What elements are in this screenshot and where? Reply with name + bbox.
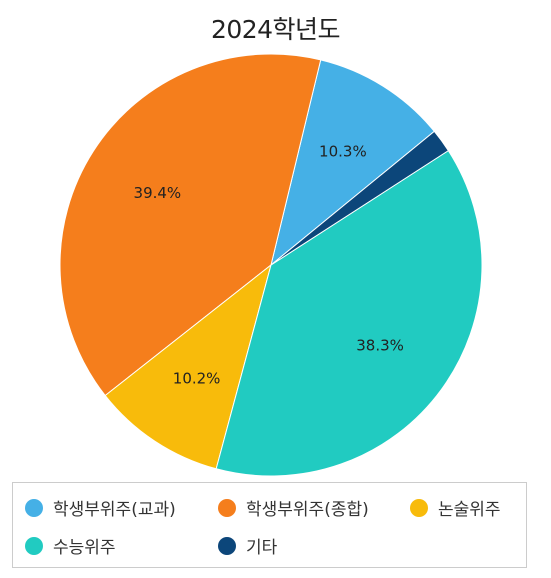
legend-label: 수능위주: [53, 538, 116, 558]
slice-suneung[interactable]: [215, 149, 483, 477]
legend-item-suneung[interactable]: 수능위주: [25, 533, 116, 558]
legend-swatch: [25, 536, 43, 555]
chart-title: 2024학년도: [210, 15, 341, 44]
pie-chart: 10.3% 39.4% 10.2% 38.3%: [59, 53, 483, 477]
legend-item-nonsul[interactable]: 논술위주: [410, 495, 501, 520]
data-label: 39.4%: [134, 184, 182, 202]
legend-swatch: [410, 498, 428, 517]
legend-label: 기타: [246, 538, 278, 558]
slice-susi-jonghap[interactable]: [59, 53, 322, 397]
slice-gita[interactable]: [270, 130, 450, 266]
data-label: 10.3%: [319, 143, 367, 161]
legend-swatch: [218, 536, 236, 555]
legend-item-gita[interactable]: 기타: [218, 533, 277, 558]
legend-label: 학생부위주(교과): [53, 500, 176, 520]
legend-label: 논술위주: [438, 500, 501, 520]
data-label: 38.3%: [356, 337, 404, 355]
legend-item-susi-jonghap[interactable]: 학생부위주(종합): [218, 495, 369, 520]
legend: 학생부위주(교과) 학생부위주(종합) 논술위주 수능위주 기타: [12, 482, 527, 568]
data-label: 10.2%: [173, 370, 221, 388]
legend-label: 학생부위주(종합): [246, 500, 369, 520]
legend-swatch: [218, 498, 236, 517]
slice-susi-gyogwa[interactable]: [270, 59, 435, 267]
legend-item-susi-gyogwa[interactable]: 학생부위주(교과): [25, 495, 176, 520]
legend-swatch: [25, 498, 43, 517]
